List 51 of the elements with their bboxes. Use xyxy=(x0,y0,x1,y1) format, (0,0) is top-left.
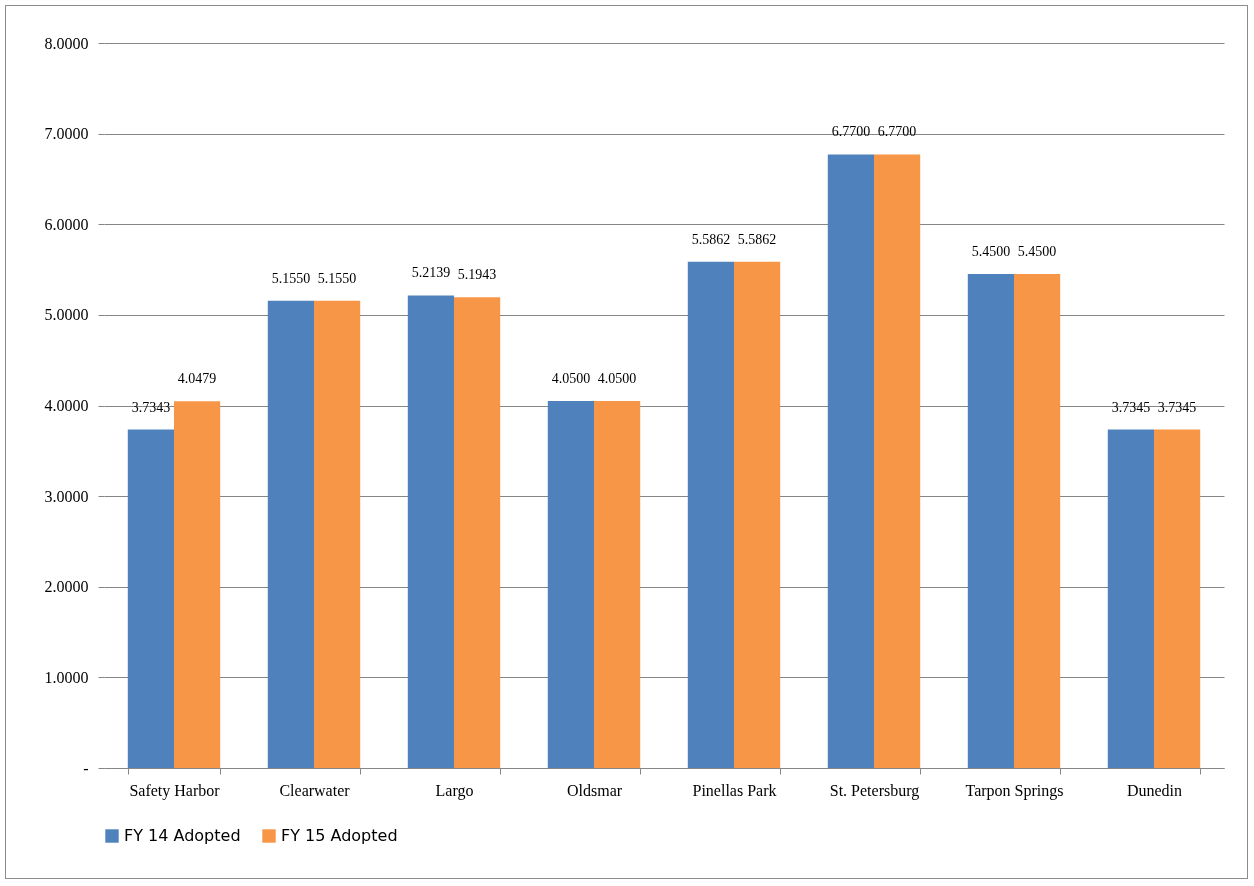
y-tick-label: 5.0000 xyxy=(44,306,89,324)
y-tick-label: 4.0000 xyxy=(44,397,89,414)
x-tick-label: St. Petersburg xyxy=(829,781,920,800)
data-label: 4.0500 xyxy=(551,370,591,386)
bar xyxy=(594,400,641,768)
x-tick-label: Pinellas Park xyxy=(692,781,777,799)
data-label: 6.7700 xyxy=(877,124,917,140)
y-tick-label: 8.0000 xyxy=(44,34,89,52)
bar xyxy=(967,274,1014,768)
bar xyxy=(687,261,734,768)
bar xyxy=(547,400,594,768)
data-label: 5.5862 xyxy=(737,231,777,247)
bar xyxy=(314,300,361,768)
bar xyxy=(1107,429,1154,768)
data-label: 5.4500 xyxy=(971,244,1011,260)
data-label: 5.4500 xyxy=(1017,244,1057,260)
data-label: 4.0479 xyxy=(177,371,217,387)
legend-label: FY 15 Adopted xyxy=(281,826,398,845)
y-tick-label: 1.0000 xyxy=(44,668,89,686)
y-tick-label: 7.0000 xyxy=(44,125,89,143)
data-label: 5.5862 xyxy=(691,231,731,247)
data-label: 5.1550 xyxy=(317,270,357,286)
y-tick-label: 3.0000 xyxy=(44,487,89,505)
data-label: 3.7345 xyxy=(1157,399,1197,415)
bar xyxy=(827,154,874,768)
bar xyxy=(734,261,781,768)
bar xyxy=(874,154,921,768)
y-tick-label: 6.0000 xyxy=(44,215,89,233)
x-tick-label: Oldsmar xyxy=(566,781,623,799)
bar xyxy=(1154,429,1201,768)
bar xyxy=(1014,274,1061,768)
y-tick-label: - xyxy=(83,759,89,777)
x-tick-label: Clearwater xyxy=(279,781,351,799)
data-label: 3.7343 xyxy=(131,399,171,415)
bar xyxy=(454,297,501,768)
bar xyxy=(267,300,314,768)
x-tick-label: Largo xyxy=(435,781,474,800)
x-tick-label: Dunedin xyxy=(1126,781,1183,799)
data-label: 4.0500 xyxy=(597,370,637,386)
legend-label: FY 14 Adopted xyxy=(124,826,241,845)
bar xyxy=(127,429,174,768)
x-tick-label: Tarpon Springs xyxy=(965,781,1064,800)
x-tick-label: Safety Harbor xyxy=(129,781,221,800)
data-label: 3.7345 xyxy=(1111,399,1151,415)
data-label: 5.2139 xyxy=(411,265,451,281)
bar xyxy=(174,401,221,768)
data-label: 5.1943 xyxy=(457,267,497,283)
bar xyxy=(407,295,454,768)
data-label: 5.1550 xyxy=(271,270,311,286)
data-label: 6.7700 xyxy=(831,124,871,140)
y-tick-label: 2.0000 xyxy=(44,578,89,596)
